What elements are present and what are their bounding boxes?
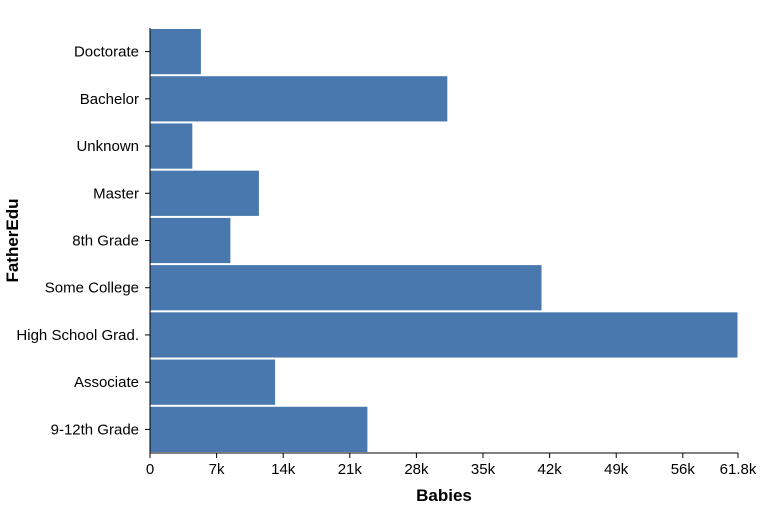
y-axis-title: FatherEdu: [3, 198, 22, 282]
x-tick-label-42k: 42k: [538, 461, 563, 478]
bar-doctorate: [149, 28, 202, 76]
y-tick-label-associate: Associate: [74, 374, 139, 391]
x-tick-label-21k: 21k: [338, 461, 363, 478]
x-axis: 0 7k 14k 21k 28k 35k 42k 49k 56k 61.8k: [146, 452, 757, 478]
x-tick-label-28k: 28k: [404, 461, 429, 478]
y-tick-label-8th-grade: 8th Grade: [72, 233, 139, 250]
x-axis-title: Babies: [416, 486, 472, 505]
bar-high-school-grad: [149, 311, 739, 359]
bar-8th-grade: [149, 216, 232, 265]
bar-some-college: [149, 264, 543, 312]
x-tick-label-7k: 7k: [209, 461, 225, 478]
bar-unknown: [149, 122, 194, 170]
y-axis: Doctorate Bachelor Unknown Master 8th Grade S…: [16, 28, 151, 453]
bar-associate: [149, 358, 277, 406]
x-tick-label-49k: 49k: [604, 461, 629, 478]
x-tick-label-61-8k: 61.8k: [720, 461, 757, 478]
bar-9-12th-grade: [149, 405, 369, 453]
y-tick-label-bachelor: Bachelor: [80, 91, 139, 108]
x-tick-label-14k: 14k: [271, 461, 296, 478]
y-tick-label-doctorate: Doctorate: [74, 44, 139, 61]
y-tick-label-unknown: Unknown: [76, 138, 139, 155]
y-tick-label-some-college: Some College: [45, 280, 139, 297]
y-tick-label-high-school-grad: High School Grad.: [16, 327, 139, 344]
x-tick-label-56k: 56k: [671, 461, 696, 478]
x-tick-label-0: 0: [146, 461, 154, 478]
y-tick-label-9-12th-grade: 9-12th Grade: [51, 421, 139, 438]
y-tick-label-master: Master: [93, 185, 139, 202]
bar-master: [149, 169, 260, 217]
bar-bachelor: [149, 75, 449, 123]
bars-group: [149, 28, 739, 453]
x-tick-label-35k: 35k: [471, 461, 496, 478]
